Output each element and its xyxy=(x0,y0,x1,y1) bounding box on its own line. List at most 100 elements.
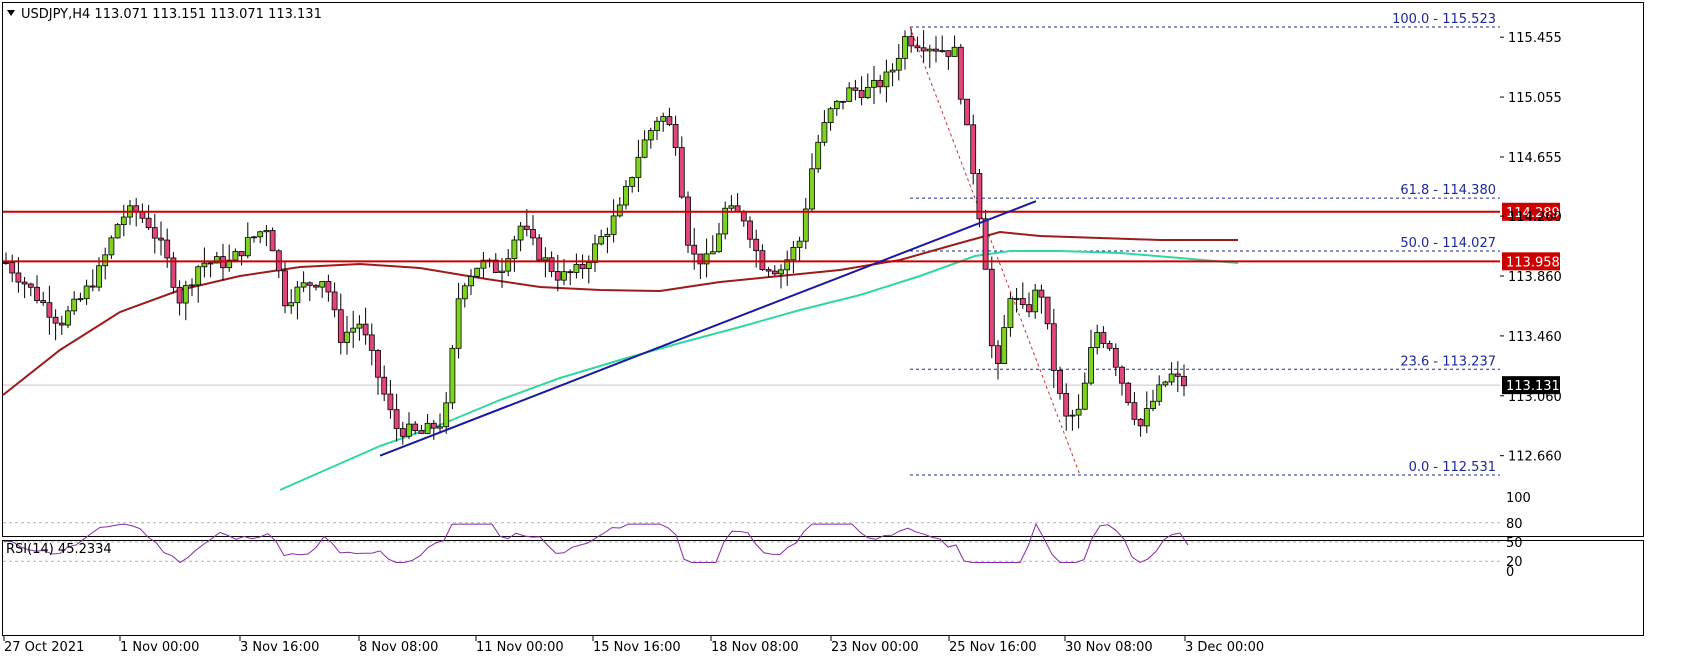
bull-candle xyxy=(809,168,815,210)
bear-candle xyxy=(418,430,425,434)
ma-red-line xyxy=(2,230,1238,396)
bull-candle xyxy=(77,298,84,301)
y-tick-label: 113.060 xyxy=(1508,390,1562,405)
fib-level-label: 50.0 - 114.027 xyxy=(1400,236,1496,251)
bull-candle xyxy=(592,243,598,263)
bear-candle xyxy=(753,238,760,252)
fib-level-label: 23.6 - 113.237 xyxy=(1400,354,1496,369)
bear-candle xyxy=(325,281,332,293)
bear-candle xyxy=(1137,418,1144,427)
bear-candle xyxy=(151,227,158,239)
price-level-tag: 114.289 xyxy=(1506,206,1560,221)
bull-candle xyxy=(474,267,481,277)
bull-candle xyxy=(83,285,90,300)
bull-candle xyxy=(815,141,822,170)
rsi-scale-label: 80 xyxy=(1506,517,1523,532)
bear-candle xyxy=(530,229,536,239)
bear-candle xyxy=(964,98,970,126)
bear-candle xyxy=(331,291,338,311)
bull-candle xyxy=(108,237,115,256)
bear-candle xyxy=(672,124,679,148)
bull-candle xyxy=(232,251,239,261)
bull-candle xyxy=(207,262,214,265)
bear-candle xyxy=(34,286,40,301)
bull-candle xyxy=(517,225,524,241)
bull-candle xyxy=(833,100,840,110)
bull-candle xyxy=(889,69,896,73)
bear-candle xyxy=(170,257,177,288)
x-tick-label: 27 Oct 2021 xyxy=(4,640,84,655)
bear-candle xyxy=(492,259,499,273)
bull-candle xyxy=(598,236,605,245)
bull-candle xyxy=(1075,408,1082,416)
bear-candle xyxy=(957,46,964,100)
bull-candle xyxy=(201,262,208,268)
x-tick-label: 3 Nov 16:00 xyxy=(240,640,319,655)
bull-candle xyxy=(623,185,629,206)
bull-candle xyxy=(344,331,350,343)
bull-candle xyxy=(895,57,902,71)
bull-candle xyxy=(244,237,251,257)
bull-candle xyxy=(1094,332,1101,348)
bull-candle xyxy=(443,402,450,428)
bear-candle xyxy=(908,36,915,47)
bull-candle xyxy=(71,298,78,312)
bull-candle xyxy=(114,224,121,239)
bull-candle xyxy=(703,253,710,265)
bull-candle xyxy=(951,46,958,57)
y-tick-label: 114.655 xyxy=(1508,151,1562,166)
bull-candle xyxy=(1156,384,1163,402)
bull-candle xyxy=(902,36,908,59)
bear-candle xyxy=(988,268,995,347)
bull-candle xyxy=(455,298,462,349)
bull-candle xyxy=(1081,382,1088,410)
y-tick-label: 115.055 xyxy=(1508,91,1562,106)
bull-candle xyxy=(350,327,357,333)
price-level-tag-bg xyxy=(1502,202,1560,221)
bear-candle xyxy=(1174,373,1181,377)
x-tick-label: 1 Nov 00:00 xyxy=(120,640,199,655)
bull-candle xyxy=(883,71,890,88)
bear-candle xyxy=(1026,304,1032,313)
bull-candle xyxy=(1007,298,1014,329)
bear-candle xyxy=(15,272,22,283)
bear-candle xyxy=(976,173,983,220)
x-tick-label: 30 Nov 08:00 xyxy=(1065,640,1153,655)
x-tick-label: 25 Nov 16:00 xyxy=(949,640,1037,655)
bull-candle xyxy=(294,286,301,304)
bull-candle xyxy=(251,236,257,239)
symbol-info: USDJPY,H4 113.071 113.151 113.071 113.13… xyxy=(21,7,322,22)
bear-candle xyxy=(337,309,344,343)
bear-candle xyxy=(58,322,65,326)
bull-candle xyxy=(604,233,611,238)
bull-candle xyxy=(406,423,412,437)
bear-candle xyxy=(554,271,561,281)
bull-candle xyxy=(629,177,636,187)
bull-candle xyxy=(499,270,505,273)
bull-candle xyxy=(1001,327,1008,365)
bull-candle xyxy=(796,240,803,248)
bear-candle xyxy=(375,350,381,378)
bear-candle xyxy=(1044,296,1051,325)
rsi-scale-label: 0 xyxy=(1506,565,1514,580)
bear-candle xyxy=(387,393,394,411)
bear-candle xyxy=(27,283,34,288)
bull-candle xyxy=(1168,373,1175,383)
bull-candle xyxy=(505,258,512,272)
rsi-scale-label: 50 xyxy=(1506,536,1523,551)
bull-candle xyxy=(641,139,648,158)
bear-candle xyxy=(691,244,698,255)
bear-candle xyxy=(21,281,28,285)
bear-candle xyxy=(523,225,530,230)
bull-candle xyxy=(511,239,518,260)
bull-candle xyxy=(647,130,654,141)
y-tick-label: 115.455 xyxy=(1508,31,1562,46)
bull-candle xyxy=(1143,408,1150,427)
y-tick-label: 113.460 xyxy=(1508,330,1562,345)
bull-candle xyxy=(480,259,487,269)
collapse-triangle-icon[interactable] xyxy=(7,10,15,16)
bull-candle xyxy=(226,259,233,269)
bear-candle xyxy=(995,345,1001,365)
bull-candle xyxy=(542,257,549,261)
trendline xyxy=(379,200,1037,457)
